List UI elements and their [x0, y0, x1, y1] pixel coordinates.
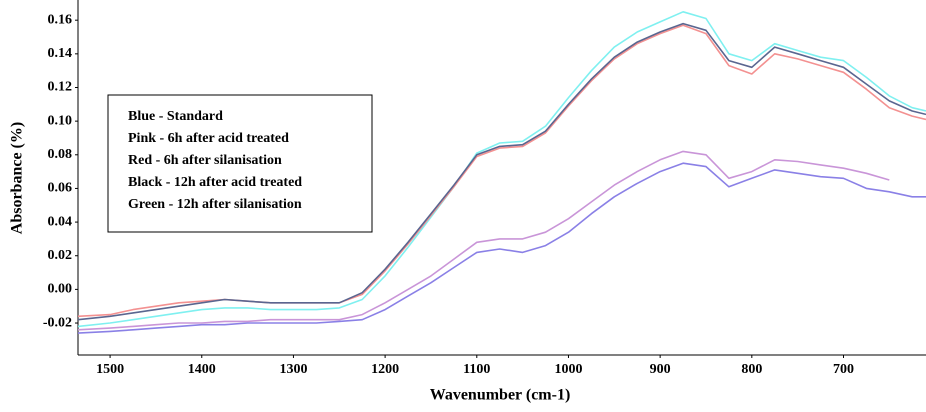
y-tick-label: 0.06	[48, 181, 73, 196]
x-tick-label: 900	[650, 362, 671, 377]
legend-text: Black - 12h after acid treated	[128, 175, 302, 190]
y-tick-label: 0.12	[48, 80, 73, 95]
series-line	[77, 150, 890, 331]
y-axis-label: Absorbance (%)	[9, 122, 26, 234]
y-tick-label: 0.02	[48, 248, 73, 263]
y-tick-label: 0.00	[48, 282, 73, 297]
x-tick-label: 1200	[371, 362, 399, 377]
y-tick-label: 0.04	[48, 214, 73, 229]
x-tick-label: 1000	[554, 362, 582, 377]
x-tick-label: 1500	[96, 362, 124, 377]
x-tick-label: 700	[833, 362, 854, 377]
legend-text: Green - 12h after silanisation	[128, 197, 302, 212]
y-tick-label: 0.16	[48, 12, 73, 27]
y-tick-label: 0.14	[48, 46, 73, 61]
series-line	[77, 22, 926, 321]
y-tick-label: 0.08	[48, 147, 73, 162]
x-tick-label: 1100	[463, 362, 490, 377]
series-line	[77, 11, 926, 328]
legend-text: Blue - Standard	[128, 109, 223, 124]
y-tick-label: -0.02	[43, 315, 72, 330]
x-tick-label: 1300	[279, 362, 307, 377]
legend-text: Pink - 6h after acid treated	[128, 131, 289, 146]
legend-text: Red - 6h after silanisation	[128, 153, 282, 168]
y-tick-label: 0.10	[48, 113, 73, 128]
legend-box	[107, 94, 373, 233]
x-tick-label: 800	[741, 362, 762, 377]
series-line	[77, 162, 926, 334]
x-tick-label: 1400	[188, 362, 216, 377]
x-axis-label: Wavenumber (cm-1)	[430, 387, 571, 404]
